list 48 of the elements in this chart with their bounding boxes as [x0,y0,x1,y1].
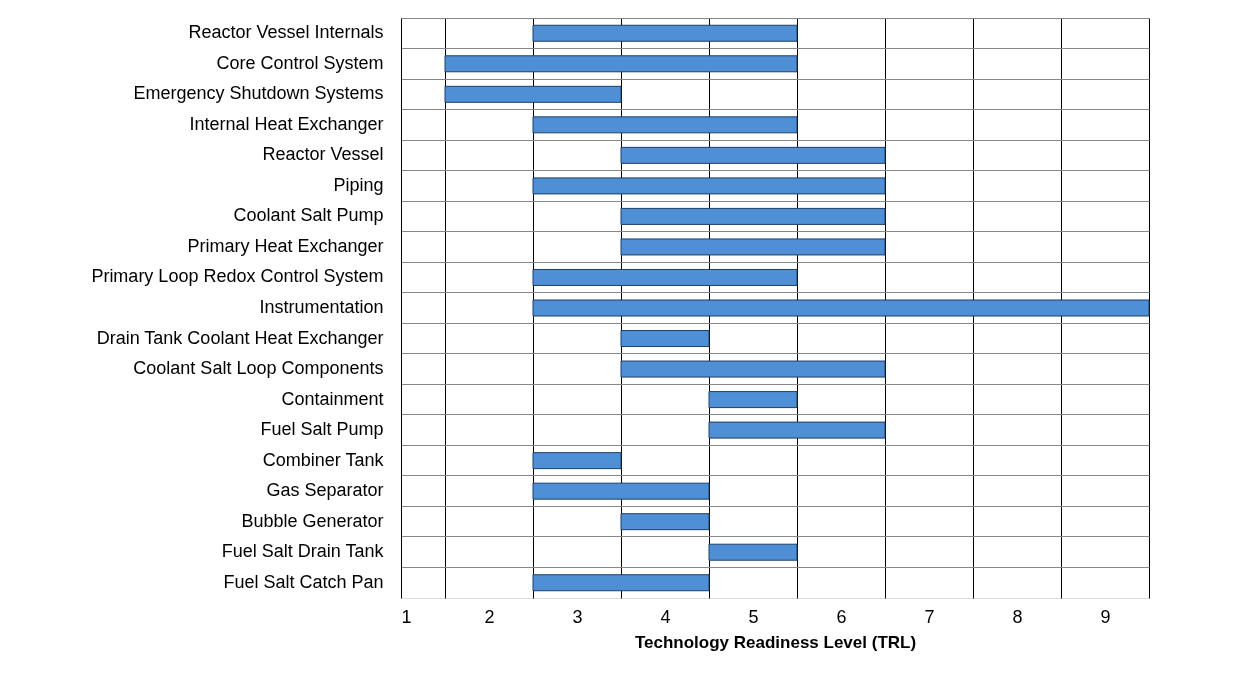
bar [620,330,710,348]
y-tick-label: Emergency Shutdown Systems [133,83,384,104]
bar [620,207,886,225]
bar [620,513,710,531]
y-tick-label: Coolant Salt Loop Components [133,358,384,379]
x-tick-label: 9 [1100,606,1111,627]
bar [620,146,886,164]
bar [444,55,798,73]
y-tick-label: Fuel Salt Drain Tank [221,541,385,562]
y-tick-label: Fuel Salt Catch Pan [223,571,384,592]
bar [708,421,886,439]
bar [532,268,798,286]
y-tick-label: Instrumentation [259,297,384,317]
x-tick-label: 5 [748,606,759,627]
y-tick-label: Gas Separator [266,480,384,501]
y-tick-label: Combiner Tank [262,449,385,470]
y-tick-label: Primary Heat Exchanger [187,235,384,256]
y-tick-label: Piping [333,174,384,195]
bar [532,452,622,470]
bar [532,24,798,42]
bar [444,85,622,103]
x-tick-label: 8 [1012,606,1023,627]
x-tick-label: 7 [924,606,935,627]
y-tick-label: Core Control System [216,52,384,73]
x-axis-title: Technology Readiness Level (TRL) [634,632,917,652]
y-tick-label: Internal Heat Exchanger [189,113,384,134]
x-tick-label: 2 [484,606,495,627]
y-tick-label: Bubble Generator [241,510,384,531]
bar [532,574,710,592]
x-tick-label: 1 [401,606,412,627]
bar [620,360,886,378]
y-tick-label: Fuel Salt Pump [260,419,384,440]
y-tick-label: Reactor Vessel Internals [188,22,384,43]
bar [620,238,886,256]
y-tick-label: Containment [281,388,384,409]
bar [532,116,798,134]
bar [708,543,798,561]
y-tick-label: Drain Tank Coolant Heat Exchanger [96,327,384,348]
y-tick-label: Primary Loop Redox Control System [91,266,384,287]
bar [532,299,1150,317]
x-tick-label: 6 [836,606,847,627]
bar [532,482,710,500]
bar [532,177,886,195]
x-tick-label: 4 [660,606,671,627]
y-tick-label: Coolant Salt Pump [233,205,384,226]
bar [708,391,798,409]
x-tick-label: 3 [572,606,583,627]
y-tick-label: Reactor Vessel [262,144,384,165]
